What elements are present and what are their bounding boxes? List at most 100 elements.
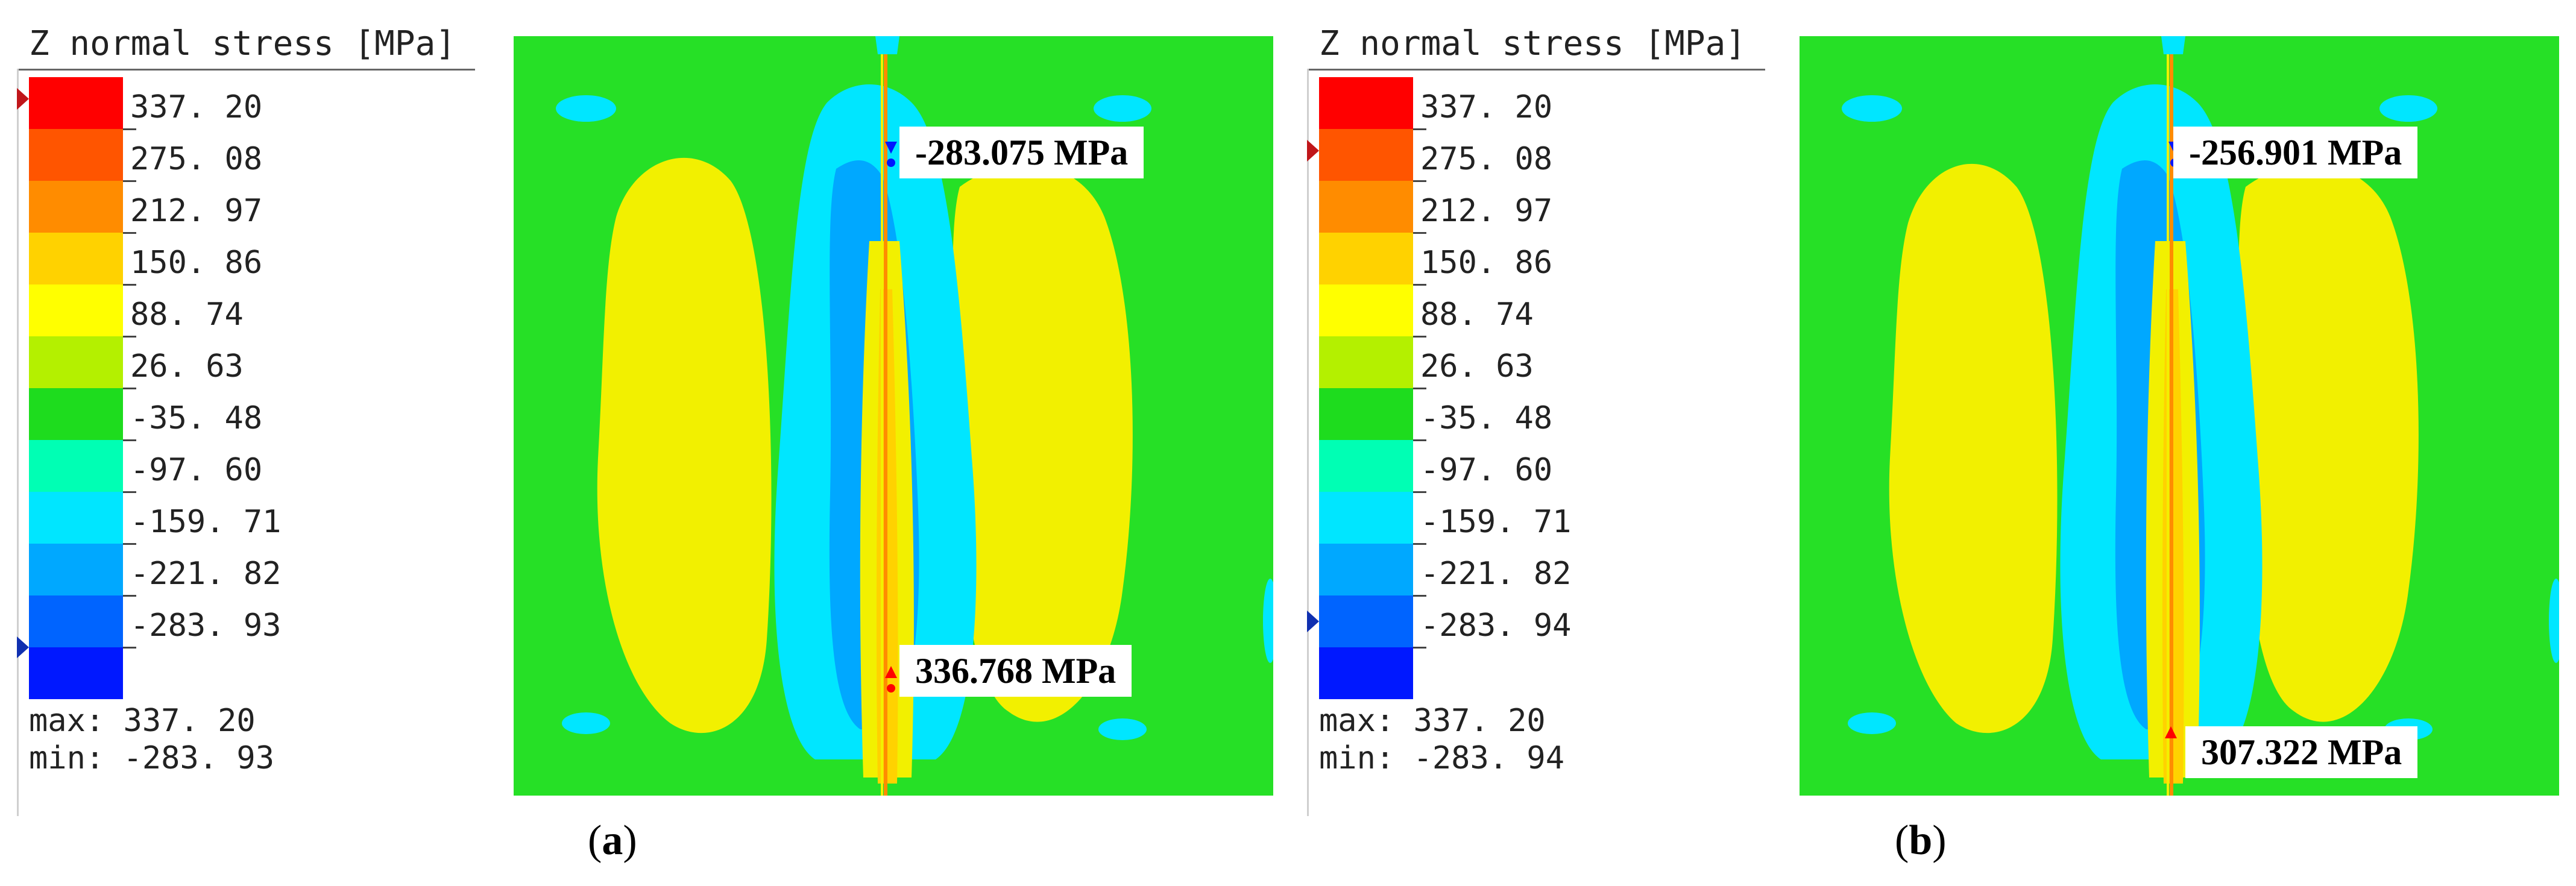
panel-b: Z normal stress [MPa] 337. 20 275. 08 21…: [1290, 0, 2576, 886]
colorbar-swatch: [29, 284, 123, 336]
tick-label: 88. 74: [130, 297, 244, 333]
panel-a: Z normal stress [MPa] 337. 20 275. 08 21…: [0, 0, 1284, 886]
caption-open: (: [1895, 817, 1909, 864]
colorbar-swatch: [29, 77, 123, 129]
panel-caption: (a): [588, 817, 637, 865]
colorbar: [1307, 77, 1426, 699]
colorbar-swatch: [29, 181, 123, 233]
tick-label: 212. 97: [130, 193, 263, 229]
min-stress-annotation: -256.901 MPa: [2173, 127, 2418, 178]
max-marker-icon: [17, 88, 29, 110]
colorbar: [17, 77, 136, 699]
contour-image: [514, 36, 1273, 796]
tick-label: 26. 63: [130, 348, 244, 385]
max-stress-annotation: 307.322 MPa: [2185, 726, 2418, 778]
caption-letter: b: [1909, 817, 1933, 864]
colorbar-tick: [1413, 543, 1426, 545]
colorbar-swatch: [29, 233, 123, 284]
legend-border: [17, 69, 19, 816]
contour-image: [1800, 36, 2559, 796]
colorbar-tick: [1413, 388, 1426, 389]
stress-legend: Z normal stress [MPa] 337. 20 275. 08 21…: [1307, 24, 1765, 816]
min-summary: min: -283. 93: [29, 743, 274, 774]
colorbar-tick: [123, 284, 136, 286]
colorbar-swatch: [1319, 181, 1413, 233]
colorbar-tick: [123, 180, 136, 182]
colorbar-swatch: [29, 388, 123, 440]
min-value: -283. 93: [123, 740, 274, 776]
stress-contour-plot: -256.901 MPa 307.322 MPa: [1800, 36, 2559, 796]
min-label: min:: [29, 740, 105, 776]
colorbar-swatch: [29, 595, 123, 647]
tick-label: -159. 71: [130, 504, 282, 540]
legend-title: Z normal stress [MPa]: [1319, 24, 1746, 63]
max-summary: max: 337. 20: [1319, 705, 1546, 737]
legend-underline: [17, 69, 475, 71]
caption-close: ): [1932, 817, 1947, 864]
colorbar-swatch: [29, 492, 123, 544]
colorbar-swatch: [1319, 544, 1413, 595]
tick-label: -97. 60: [1420, 452, 1553, 488]
max-value: 337. 20: [123, 703, 256, 739]
colorbar-swatch: [1319, 233, 1413, 284]
tick-label: 337. 20: [130, 89, 263, 125]
colorbar-tick: [123, 128, 136, 130]
colorbar-swatch: [1319, 440, 1413, 492]
colorbar-tick: [1413, 439, 1426, 441]
colorbar-swatch: [1319, 284, 1413, 336]
colorbar-tick: [123, 439, 136, 441]
tick-label: 275. 08: [1420, 141, 1553, 177]
colorbar-swatch: [29, 336, 123, 388]
tick-label: 150. 86: [1420, 245, 1553, 281]
tick-label: -283. 94: [1420, 608, 1572, 644]
panel-caption: (b): [1895, 817, 1947, 865]
max-value: 337. 20: [1413, 703, 1546, 739]
tick-label: -283. 93: [130, 608, 282, 644]
min-label: min:: [1319, 740, 1395, 776]
colorbar-swatch: [29, 129, 123, 181]
colorbar-tick: [123, 232, 136, 234]
tick-label: -221. 82: [1420, 556, 1572, 592]
tick-label: -35. 48: [1420, 400, 1553, 436]
min-summary: min: -283. 94: [1319, 743, 1564, 774]
colorbar-swatch: [29, 647, 123, 699]
colorbar-tick: [123, 491, 136, 493]
max-label: max:: [1319, 703, 1395, 739]
colorbar-tick: [1413, 491, 1426, 493]
tick-label: 275. 08: [130, 141, 263, 177]
colorbar-tick: [1413, 595, 1426, 597]
colorbar-swatch: [1319, 77, 1413, 129]
max-stress-annotation: 336.768 MPa: [899, 645, 1132, 697]
max-summary: max: 337. 20: [29, 705, 256, 737]
colorbar-tick: [123, 647, 136, 649]
legend-underline: [1307, 69, 1765, 71]
tick-label: -35. 48: [130, 400, 263, 436]
stress-legend: Z normal stress [MPa] 337. 20 275. 08 21…: [17, 24, 475, 816]
tick-label: 88. 74: [1420, 297, 1534, 333]
tick-label: 26. 63: [1420, 348, 1534, 385]
min-marker-icon: [17, 636, 29, 658]
caption-close: ): [623, 817, 637, 864]
legend-title: Z normal stress [MPa]: [29, 24, 456, 63]
colorbar-tick: [1413, 336, 1426, 338]
colorbar-tick: [1413, 128, 1426, 130]
colorbar-swatch: [1319, 129, 1413, 181]
colorbar-tick: [123, 543, 136, 545]
colorbar-swatch: [1319, 595, 1413, 647]
tick-label: -221. 82: [130, 556, 282, 592]
colorbar-tick: [1413, 647, 1426, 649]
colorbar-swatch: [1319, 647, 1413, 699]
colorbar-swatch: [29, 440, 123, 492]
colorbar-swatch: [29, 544, 123, 595]
colorbar-tick: [1413, 284, 1426, 286]
min-marker-icon: [1307, 611, 1319, 632]
colorbar-tick: [123, 336, 136, 338]
colorbar-swatch: [1319, 336, 1413, 388]
tick-label: -97. 60: [130, 452, 263, 488]
min-stress-annotation: -283.075 MPa: [899, 127, 1144, 178]
tick-label: 337. 20: [1420, 89, 1553, 125]
colorbar-tick: [123, 388, 136, 389]
max-label: max:: [29, 703, 105, 739]
colorbar-tick: [1413, 180, 1426, 182]
tick-label: -159. 71: [1420, 504, 1572, 540]
